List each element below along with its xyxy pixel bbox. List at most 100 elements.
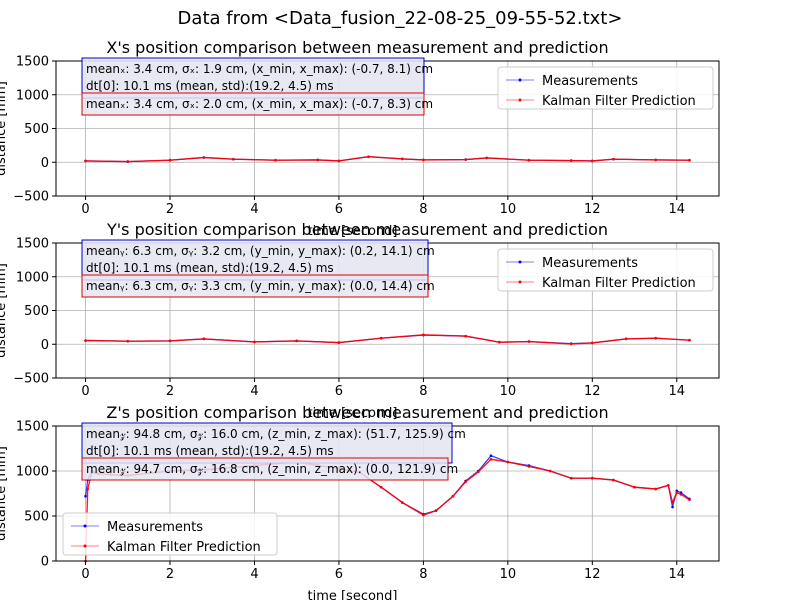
data-point xyxy=(569,476,573,480)
x-tick-label: 6 xyxy=(335,567,343,582)
data-point xyxy=(548,469,552,473)
data-point xyxy=(464,480,467,484)
legend-label: Kalman Filter Prediction xyxy=(542,276,696,291)
x-axis-label: time [second] xyxy=(307,406,397,421)
data-point xyxy=(679,493,683,496)
y-tick-label: 1000 xyxy=(16,88,49,103)
data-point xyxy=(506,460,510,464)
chart-title: Y's position comparison between measurem… xyxy=(106,220,608,239)
chart-title: X's position comparison between measurem… xyxy=(106,38,608,57)
data-point xyxy=(624,337,628,341)
x-tick-label: 4 xyxy=(250,384,258,399)
stats-box-kalman xyxy=(81,457,449,481)
data-point xyxy=(527,158,531,162)
x-tick-label: 2 xyxy=(166,202,174,217)
data-point xyxy=(476,470,480,474)
data-point xyxy=(485,156,489,160)
data-point xyxy=(675,489,679,493)
x-axis-label: time [second] xyxy=(307,589,397,600)
x-tick-label: 14 xyxy=(668,567,685,582)
data-point xyxy=(464,158,467,161)
y-axis-label: distance [mm] xyxy=(0,263,9,358)
data-point xyxy=(274,158,277,162)
data-point xyxy=(202,337,206,341)
data-point xyxy=(232,157,235,161)
legend-label: Kalman Filter Prediction xyxy=(542,94,696,109)
data-point xyxy=(84,494,87,498)
data-point xyxy=(654,336,657,340)
data-point xyxy=(591,476,594,480)
stats-text: dt[0]: 10.1 ms (mean, std):(19.2, 4.5) m… xyxy=(86,444,334,458)
chart-panel-2: 0 2 4 6 8 10 12 14 −500 0 500 1000 1500 Y's position … xyxy=(0,220,720,421)
data-point xyxy=(422,333,425,337)
legend-box xyxy=(497,248,714,292)
x-tick-label: 8 xyxy=(419,567,427,582)
data-point xyxy=(633,485,636,489)
x-tick-label: 14 xyxy=(668,202,685,217)
y-tick-label: 500 xyxy=(24,122,49,137)
data-point xyxy=(667,484,670,487)
y-tick-label: 500 xyxy=(24,304,49,319)
data-point xyxy=(671,501,674,504)
x-tick-label: 12 xyxy=(584,384,601,399)
data-point xyxy=(400,157,404,161)
x-tick-label: 8 xyxy=(419,202,427,217)
stats-text: meanₓ: 3.4 cm, σₓ: 1.9 cm, (x_min, x_max… xyxy=(86,62,433,76)
x-tick-label: 10 xyxy=(500,567,517,582)
data-point xyxy=(654,158,657,162)
data-point xyxy=(612,478,615,482)
data-point xyxy=(84,339,87,342)
stats-text: dt[0]: 10.1 ms (mean, std):(19.2, 4.5) m… xyxy=(86,261,334,275)
x-tick-label: 0 xyxy=(81,567,89,582)
x-tick-label: 0 xyxy=(81,384,89,399)
x-tick-label: 2 xyxy=(166,384,174,399)
data-point xyxy=(527,465,531,468)
data-point xyxy=(671,505,674,509)
data-point xyxy=(86,487,89,491)
data-point xyxy=(422,513,425,517)
data-point xyxy=(84,159,87,163)
data-point xyxy=(126,160,130,163)
x-tick-label: 0 xyxy=(81,202,89,217)
y-tick-label: 1000 xyxy=(16,270,49,285)
data-point xyxy=(434,509,438,512)
legend-box xyxy=(62,512,278,556)
data-point xyxy=(316,158,320,162)
legend-marker xyxy=(518,280,522,284)
stats-text: dt[0]: 10.1 ms (mean, std):(19.2, 4.5) m… xyxy=(86,79,334,93)
data-point xyxy=(337,159,341,163)
data-point xyxy=(569,342,573,346)
x-tick-label: 10 xyxy=(500,384,517,399)
x-tick-label: 14 xyxy=(668,384,685,399)
data-point xyxy=(498,340,501,344)
data-point xyxy=(489,454,493,458)
data-point xyxy=(569,159,573,162)
legend-label: Measurements xyxy=(542,74,638,89)
data-point xyxy=(591,341,594,345)
x-axis-label: time [second] xyxy=(307,224,397,239)
stats-text: meanᵧ: 6.3 cm, σᵧ: 3.3 cm, (y_min, y_max… xyxy=(86,279,435,293)
stats-box-measurements xyxy=(81,422,453,464)
legend-marker xyxy=(518,98,522,102)
data-point xyxy=(612,157,615,161)
y-tick-label: 1500 xyxy=(16,237,49,252)
stats-text: mean𝓏: 94.7 cm, σ𝓏: 16.8 cm, (z_min, z_m… xyxy=(86,462,458,476)
legend-label: Measurements xyxy=(107,520,203,535)
data-point xyxy=(688,498,691,502)
y-tick-label: 1500 xyxy=(16,420,49,435)
legend-box xyxy=(497,66,714,110)
data-point xyxy=(527,340,531,343)
x-tick-label: 6 xyxy=(335,384,343,399)
data-point xyxy=(464,334,467,338)
legend-marker xyxy=(83,544,87,548)
x-tick-label: 4 xyxy=(250,567,258,582)
data-point xyxy=(168,158,172,162)
y-tick-label: 500 xyxy=(24,510,49,525)
y-axis-label: distance [mm] xyxy=(0,446,9,541)
data-point xyxy=(675,491,679,494)
series-line-kalman xyxy=(85,155,690,163)
data-point xyxy=(451,494,455,498)
data-point xyxy=(679,491,683,494)
legend-label: Kalman Filter Prediction xyxy=(107,540,261,555)
